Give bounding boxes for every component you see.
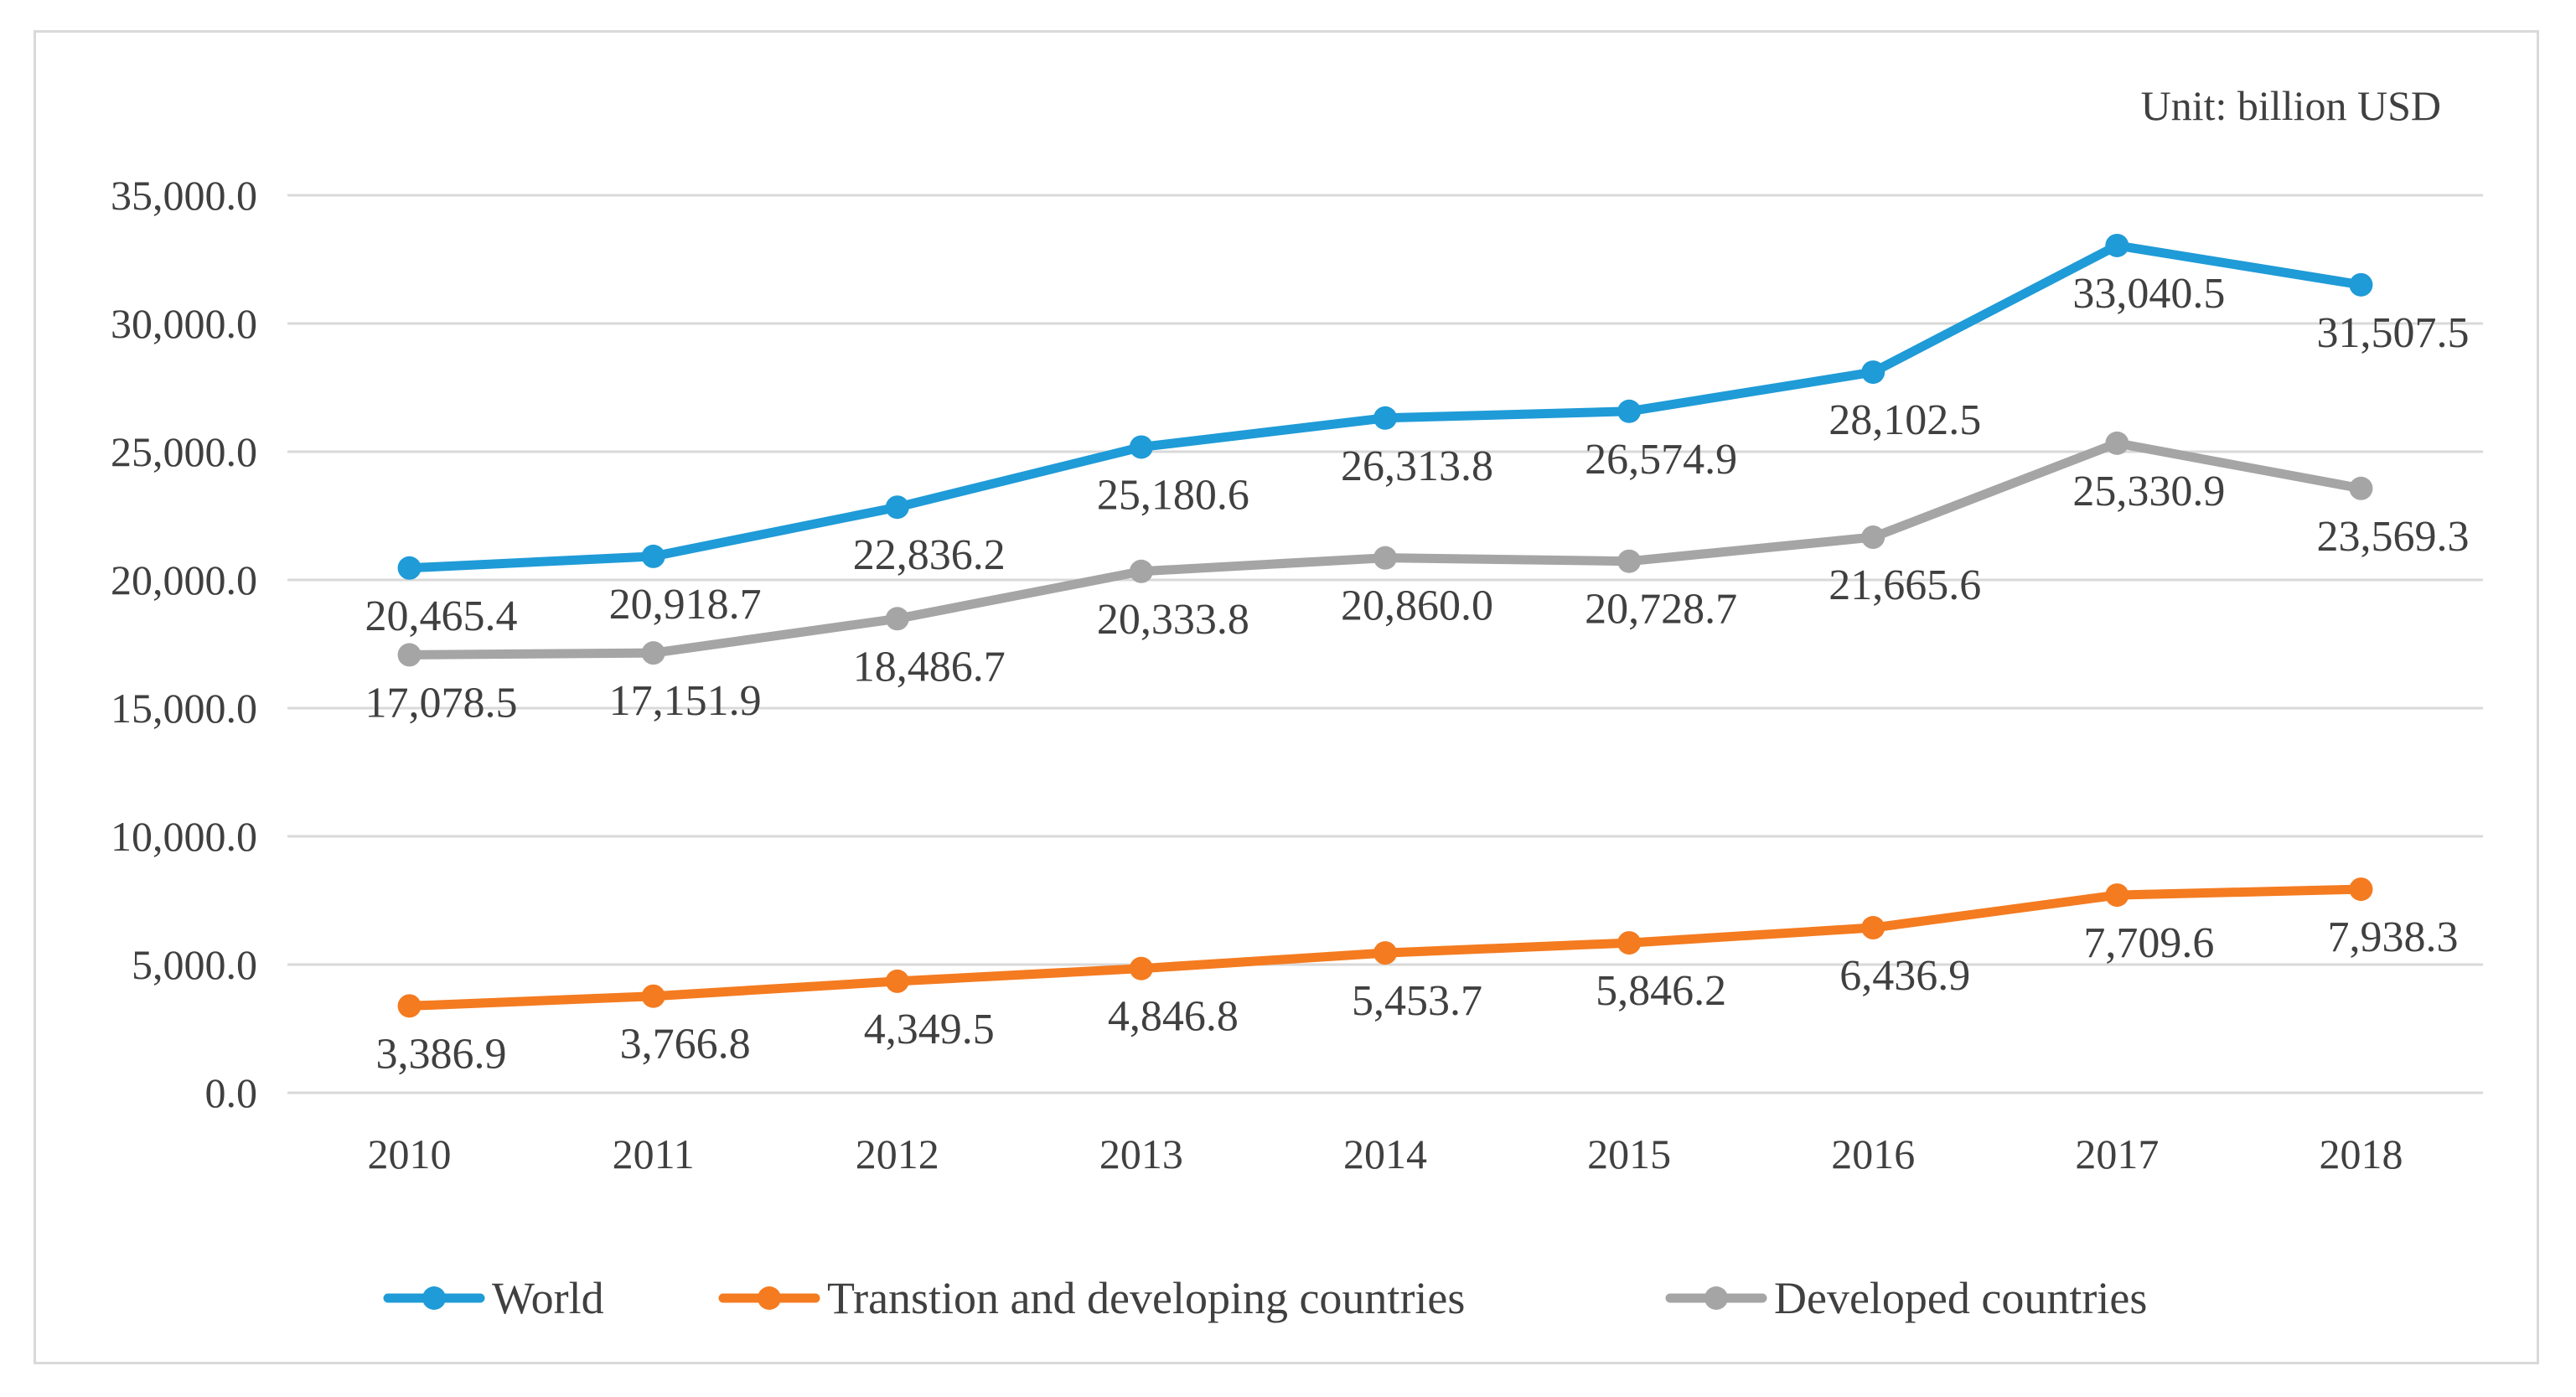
legend-developed-marker <box>1704 1286 1728 1310</box>
developed-point <box>2349 476 2373 500</box>
x-tick-label: 2016 <box>1831 1131 1915 1177</box>
developed-point <box>397 643 422 667</box>
transition-developing-data-label: 5,453.7 <box>1352 977 1482 1025</box>
developed-point <box>885 607 909 631</box>
x-tick-label: 2013 <box>1099 1131 1183 1177</box>
transition-developing-point <box>641 984 665 1008</box>
world-point <box>397 556 422 580</box>
transition-developing-point <box>397 994 422 1018</box>
series-lines <box>397 233 2373 1018</box>
developed-point <box>1129 559 1153 583</box>
world-point <box>1129 435 1153 459</box>
world-data-label: 22,836.2 <box>853 531 1006 579</box>
transition-developing-point <box>885 969 909 993</box>
x-tick-label: 2017 <box>2075 1131 2159 1177</box>
world-point <box>1373 406 1397 430</box>
legend-transition-developing-label: Transtion and developing countries <box>827 1273 1465 1323</box>
transition-developing-point <box>1129 956 1153 980</box>
developed-data-label: 17,078.5 <box>365 679 518 727</box>
x-tick-label: 2010 <box>368 1131 452 1177</box>
x-tick-label: 2014 <box>1343 1131 1427 1177</box>
x-tick-label: 2018 <box>2319 1131 2403 1177</box>
developed-data-label: 20,333.8 <box>1097 596 1249 644</box>
y-tick-label: 35,000.0 <box>111 172 257 219</box>
developed-point <box>1861 525 1885 550</box>
y-tick-label: 10,000.0 <box>111 813 257 860</box>
developed-point <box>1373 546 1397 570</box>
x-tick-label: 2012 <box>856 1131 939 1177</box>
developed-point <box>1617 549 1642 573</box>
chart-container: 0.0 5,000.0 10,000.0 15,000.0 20,000.0 25,000… <box>34 30 2539 1364</box>
y-tick-label: 20,000.0 <box>111 556 257 603</box>
y-tick-label: 5,000.0 <box>132 941 257 988</box>
transition-developing-data-label: 7,709.6 <box>2083 919 2214 967</box>
developed-data-label: 20,728.7 <box>1585 586 1737 634</box>
y-tick-label: 30,000.0 <box>111 300 257 347</box>
transition-developing-point <box>1617 931 1642 955</box>
transition-developing-data-label: 4,349.5 <box>864 1006 995 1053</box>
world-data-label: 31,507.5 <box>2316 309 2469 357</box>
transition-developing-data-label: 4,846.8 <box>1108 993 1239 1041</box>
world-point <box>2349 272 2373 297</box>
developed-point <box>2105 431 2129 455</box>
legend-developed-label: Developed countries <box>1774 1273 2147 1323</box>
developed-data-label: 17,151.9 <box>609 677 762 725</box>
world-point <box>1617 399 1642 423</box>
transition-developing-point <box>1861 916 1885 940</box>
y-tick-label: 25,000.0 <box>111 428 257 475</box>
world-point <box>885 495 909 520</box>
x-tick-label: 2015 <box>1587 1131 1671 1177</box>
world-point <box>641 544 665 568</box>
legend-transition-developing-marker <box>758 1286 781 1310</box>
legend-world-marker <box>422 1286 446 1310</box>
legend: World Transtion and developing countries D… <box>383 1273 2147 1323</box>
developed-data-label: 20,860.0 <box>1341 582 1493 630</box>
unit-label: Unit: billion USD <box>2141 82 2441 129</box>
developed-data-label: 25,330.9 <box>2072 468 2225 515</box>
developed-data-label: 23,569.3 <box>2316 513 2469 561</box>
world-data-label: 28,102.5 <box>1829 396 1981 444</box>
legend-world-label: World <box>492 1273 604 1323</box>
y-tick-label: 0.0 <box>205 1069 258 1116</box>
y-tick-label: 15,000.0 <box>111 685 257 732</box>
developed-point <box>641 641 665 665</box>
world-data-label: 20,918.7 <box>609 581 762 629</box>
transition-developing-point <box>2349 877 2373 902</box>
x-axis-ticks: 2010 2011 2012 2013 2014 2015 2016 2017 2018 <box>368 1131 2403 1177</box>
transition-developing-data-label: 7,938.3 <box>2327 913 2458 961</box>
transition-developing-data-label: 6,436.9 <box>1839 952 1970 1000</box>
world-point <box>1861 360 1885 385</box>
transition-developing-point <box>1373 941 1397 965</box>
developed-data-label: 18,486.7 <box>853 643 1006 691</box>
transition-developing-data-label: 3,386.9 <box>376 1030 507 1078</box>
developed-data-label: 21,665.6 <box>1829 561 1981 609</box>
transition-developing-point <box>2105 883 2129 908</box>
world-data-label: 20,465.4 <box>365 592 518 640</box>
data-labels: 20,465.4 20,918.7 22,836.2 25,180.6 26,313.8… <box>365 270 2470 1078</box>
world-data-label: 33,040.5 <box>2072 270 2225 318</box>
world-point <box>2105 233 2129 257</box>
x-tick-label: 2011 <box>613 1131 695 1177</box>
y-axis-ticks: 0.0 5,000.0 10,000.0 15,000.0 20,000.0 25,000… <box>111 172 257 1116</box>
transition-developing-data-label: 5,846.2 <box>1596 967 1726 1015</box>
grid-lines <box>287 194 2483 1094</box>
world-data-label: 25,180.6 <box>1097 471 1249 519</box>
world-data-label: 26,313.8 <box>1341 442 1493 490</box>
line-chart: 0.0 5,000.0 10,000.0 15,000.0 20,000.0 25,000… <box>111 82 2483 1323</box>
world-data-label: 26,574.9 <box>1585 436 1737 484</box>
transition-developing-data-label: 3,766.8 <box>620 1021 751 1068</box>
